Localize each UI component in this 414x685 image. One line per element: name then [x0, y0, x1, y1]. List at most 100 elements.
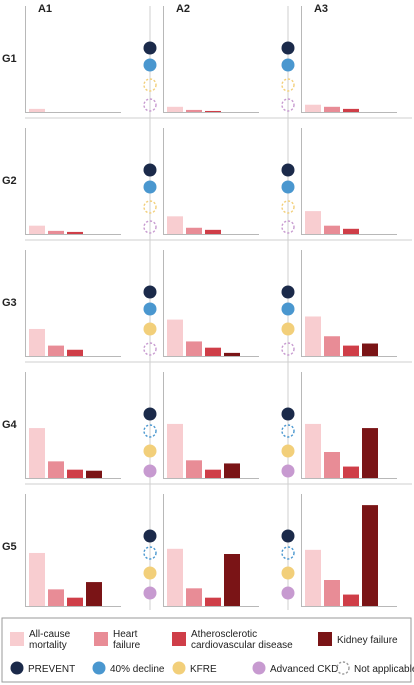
bar-g5-a3-4 — [362, 505, 378, 606]
model-indicator-40-decline — [281, 302, 295, 316]
model-indicator-advanced-ckd — [281, 464, 295, 478]
legend-label: Not applicable — [354, 664, 414, 675]
model-indicator-prevent — [281, 407, 295, 421]
bar-g4-a1-3 — [67, 469, 83, 478]
bar-g3-a2-2 — [186, 341, 202, 356]
bars — [29, 104, 378, 606]
bar-g4-a2-4 — [224, 463, 240, 478]
model-indicator-40-decline — [143, 302, 157, 316]
not-applicable-indicator — [281, 78, 295, 92]
model-indicators — [143, 41, 295, 600]
bar-g4-a1-2 — [48, 461, 64, 478]
model-indicator-prevent — [281, 163, 295, 177]
legend-dot-1 — [10, 661, 24, 675]
model-indicator-prevent — [143, 163, 157, 177]
bar-g1-a2-2 — [186, 109, 202, 112]
not-applicable-indicator — [281, 424, 295, 438]
axis-labels: A1 A2 A3 G1 G2 G3 G4 G5 — [2, 3, 328, 553]
bar-g1-a3-3 — [343, 108, 359, 112]
bar-g1-a2-3 — [205, 110, 221, 112]
bar-g2-a2-3 — [205, 229, 221, 234]
row-label-g2: G2 — [2, 175, 17, 187]
legend-label: mortality — [29, 640, 67, 651]
legend-label: KFRE — [190, 664, 217, 675]
bar-g2-a1-3 — [67, 231, 83, 234]
model-indicator-advanced-ckd — [143, 586, 157, 600]
not-applicable-indicator — [281, 200, 295, 214]
not-applicable-indicator — [281, 98, 295, 112]
model-indicator-kfre — [281, 566, 295, 580]
model-indicator-advanced-ckd — [281, 586, 295, 600]
bar-g4-a3-1 — [305, 423, 321, 478]
legend-swatch-3 — [172, 632, 186, 646]
bar-g5-a1-2 — [48, 589, 64, 606]
model-indicator-kfre — [281, 444, 295, 458]
bar-g3-a2-4 — [224, 352, 240, 356]
bar-g4-a1-4 — [86, 470, 102, 478]
model-indicator-prevent — [143, 407, 157, 421]
bar-g3-a3-2 — [324, 336, 340, 356]
legend-label: failure — [113, 640, 141, 651]
legend-swatch-1 — [10, 632, 24, 646]
legend-label: Advanced CKD — [270, 664, 338, 675]
bar-g5-a2-1 — [167, 548, 183, 606]
bar-g1-a2-1 — [167, 106, 183, 112]
model-indicator-kfre — [143, 566, 157, 580]
row-label-g5: G5 — [2, 541, 17, 553]
model-indicator-40-decline — [143, 58, 157, 72]
model-indicator-40-decline — [143, 180, 157, 194]
bar-g4-a3-2 — [324, 452, 340, 478]
model-indicator-prevent — [281, 285, 295, 299]
legend-box — [1, 617, 412, 683]
legend-label: PREVENT — [28, 664, 75, 675]
model-indicator-40-decline — [281, 58, 295, 72]
bar-g4-a3-3 — [343, 466, 359, 478]
model-indicator-prevent — [281, 41, 295, 55]
row-label-g1: G1 — [2, 53, 17, 65]
legend-dot-4 — [252, 661, 266, 675]
not-applicable-indicator — [281, 342, 295, 356]
bar-g5-a1-4 — [86, 582, 102, 606]
legend-dot-3 — [172, 661, 186, 675]
legend-not-applicable-icon — [336, 661, 350, 675]
legend-label: cardiovascular disease — [191, 640, 293, 651]
column-label-a1: A1 — [38, 3, 52, 15]
bar-g2-a2-1 — [167, 216, 183, 234]
not-applicable-indicator — [143, 200, 157, 214]
legend-swatch-4 — [318, 632, 332, 646]
bar-g2-a3-2 — [324, 225, 340, 234]
bar-g2-a2-2 — [186, 227, 202, 234]
bar-g4-a3-4 — [362, 428, 378, 478]
bar-g2-a3-3 — [343, 228, 359, 234]
not-applicable-indicator — [143, 342, 157, 356]
bar-g5-a2-4 — [224, 554, 240, 606]
legend-dot-2 — [92, 661, 106, 675]
bar-g4-a1-1 — [29, 428, 45, 478]
bar-g1-a1-1 — [29, 108, 45, 112]
column-label-a2: A2 — [176, 3, 190, 15]
bar-g5-a2-2 — [186, 588, 202, 606]
column-label-a3: A3 — [314, 3, 328, 15]
bar-g5-a1-1 — [29, 552, 45, 606]
model-indicator-prevent — [143, 41, 157, 55]
bar-g3-a2-3 — [205, 347, 221, 356]
model-indicator-advanced-ckd — [143, 464, 157, 478]
legend-label: Heart — [113, 629, 138, 640]
legend-label: Atherosclerotic — [191, 629, 257, 640]
bar-g5-a3-1 — [305, 549, 321, 606]
bar-g4-a2-2 — [186, 460, 202, 478]
not-applicable-indicator — [143, 78, 157, 92]
legend-label: All-cause — [29, 629, 71, 640]
bar-g5-a1-3 — [67, 597, 83, 606]
bar-g4-a2-3 — [205, 469, 221, 478]
bar-g3-a2-1 — [167, 319, 183, 356]
bar-g5-a3-2 — [324, 580, 340, 606]
model-indicator-kfre — [143, 444, 157, 458]
legend-swatch-2 — [94, 632, 108, 646]
model-indicator-prevent — [143, 529, 157, 543]
bar-g4-a2-1 — [167, 423, 183, 478]
bar-g1-a3-1 — [305, 104, 321, 112]
model-indicator-kfre — [281, 322, 295, 336]
not-applicable-indicator — [281, 546, 295, 560]
